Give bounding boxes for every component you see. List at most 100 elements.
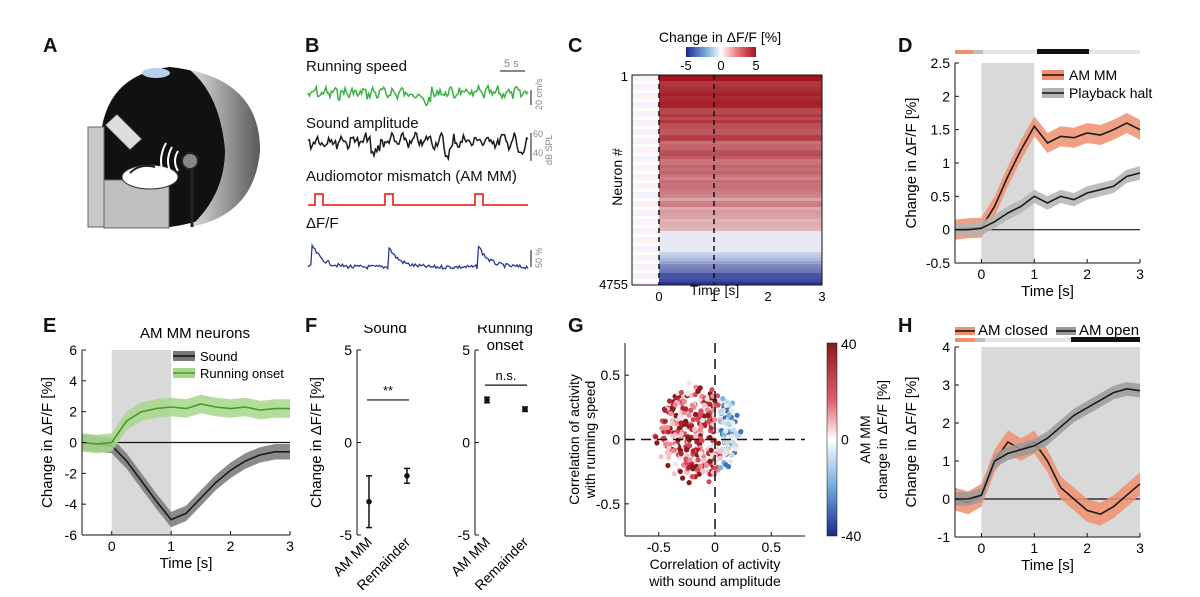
g-neuron-point (701, 402, 707, 408)
y-tick-label: 0.5 (931, 188, 951, 204)
heatmap-baseline-row (632, 252, 659, 256)
heatmap-baseline-row (632, 234, 659, 238)
heatmap-response-row (659, 282, 822, 286)
g-neuron-point (723, 402, 729, 408)
heatmap-baseline-row (632, 222, 659, 226)
y-tick-label: -6 (65, 527, 78, 543)
series-line-1 (81, 403, 290, 445)
trace-label-sound: Sound amplitude (306, 115, 419, 132)
heatmap-response-row (659, 195, 822, 199)
x-tick-label: 1 (1030, 540, 1038, 556)
legend-label-ammm: AM MM (1069, 67, 1117, 83)
heatmap-baseline-row (632, 156, 659, 160)
g-neuron-point (662, 407, 668, 413)
g-neuron-point (708, 447, 714, 453)
f-title-sound: Sound (363, 325, 406, 337)
heatmap-baseline-row (632, 189, 659, 193)
series-line-0 (81, 441, 290, 521)
heatmap-response-row (659, 189, 822, 193)
microscope-stand (87, 126, 105, 228)
g-neuron-point (678, 431, 684, 438)
heatmap-response-row (659, 255, 822, 259)
y-axis-label: Change in ΔF/F [%] (40, 377, 56, 508)
y-tick-label: -0.5 (926, 255, 950, 271)
y-tick-label: 4 (69, 373, 77, 389)
g-neuron-point (689, 474, 695, 480)
g-neuron-point (728, 459, 734, 465)
g-neuron-point (690, 464, 696, 470)
heatmap-response-row (659, 204, 822, 208)
g-neuron-point (734, 412, 740, 418)
heatmap-baseline-row (632, 279, 659, 283)
h-legend-label-closed: AM closed (978, 325, 1048, 339)
f-y-axis-label: Change in ΔF/F [%] (308, 377, 325, 508)
heatmap-response-row (659, 219, 822, 223)
heatmap-colorbar-title: Change in ΔF/F [%] (659, 29, 781, 45)
g-neuron-point (662, 425, 668, 431)
f-title-running-l2: onset (487, 337, 525, 354)
y-tick-label: 4 (942, 339, 950, 355)
series-error-band-1 (955, 382, 1140, 506)
series-line-1 (955, 387, 1141, 500)
heatmap-response-row (659, 75, 822, 79)
heatmap-ytick-first: 1 (621, 69, 628, 84)
heatmap-baseline-row (632, 129, 659, 133)
colorbar-tick-neg: -5 (680, 58, 692, 73)
heatmap-response-row (659, 144, 822, 148)
g-neuron-point (683, 420, 689, 427)
heatmap-response-row (659, 216, 822, 220)
heatmap-baseline-row (632, 84, 659, 88)
heatmap-xtick-3: 3 (818, 289, 825, 304)
g-colorbar-tick-mid: 0 (841, 432, 849, 448)
heatmap-response-row (659, 249, 822, 253)
heatmap-baseline-row (632, 105, 659, 109)
g-neuron-point (682, 426, 688, 432)
g-neuron-point (703, 462, 709, 468)
g-neuron-point (665, 462, 671, 469)
heatmap-baseline-row (632, 213, 659, 217)
g-y-tick-label: 0.5 (601, 367, 621, 383)
g-neuron-point (704, 407, 711, 413)
heatmap-baseline-row (632, 198, 659, 202)
heatmap-baseline-row (632, 258, 659, 262)
x-tick-label: 2 (1083, 266, 1091, 282)
f-mean-point (366, 498, 372, 505)
heatmap-xtick-2: 2 (764, 289, 771, 304)
heatmap-response-row (659, 165, 822, 169)
bar-halt (1037, 49, 1089, 54)
heatmap-response-row (659, 279, 822, 283)
heatmap-baseline-row (632, 123, 659, 127)
g-neuron-point (700, 469, 706, 475)
g-neuron-point (658, 454, 664, 460)
g-neuron-point (726, 412, 732, 418)
heatmap-baseline-row (632, 147, 659, 151)
x-tick-label: 3 (1136, 266, 1144, 282)
heatmap-xlabel: Time [s] (690, 282, 740, 298)
heatmap-response-row (659, 222, 822, 226)
g-neuron-point (710, 443, 716, 449)
heatmap-baseline-row (632, 99, 659, 103)
heatmap-response-row (659, 246, 822, 250)
g-neuron-point (670, 448, 676, 454)
x-tick-label: 0 (108, 538, 116, 554)
x-tick-label: 1 (1030, 266, 1038, 282)
mouse-icon (121, 164, 179, 190)
f-mean-point (522, 406, 528, 412)
g-neuron-point (669, 417, 675, 423)
f-significance-label: n.s. (496, 368, 517, 383)
g-neuron-point (693, 434, 699, 440)
g-neuron-point (701, 458, 707, 464)
dome-light (142, 68, 170, 78)
heatmap-response-row (659, 105, 822, 109)
g-neuron-point (723, 462, 729, 468)
g-neuron-point (729, 452, 735, 458)
heatmap-response-row (659, 78, 822, 82)
heatmap-response-row (659, 96, 822, 100)
heatmap-response-row (659, 225, 822, 229)
heatmap-response-row (659, 156, 822, 160)
db-scale-unit: dB SPL (544, 134, 554, 165)
heatmap-response-row (659, 84, 822, 88)
heatmap-response-row (659, 99, 822, 103)
g-neuron-point (691, 404, 697, 410)
g-neuron-point (662, 418, 668, 424)
